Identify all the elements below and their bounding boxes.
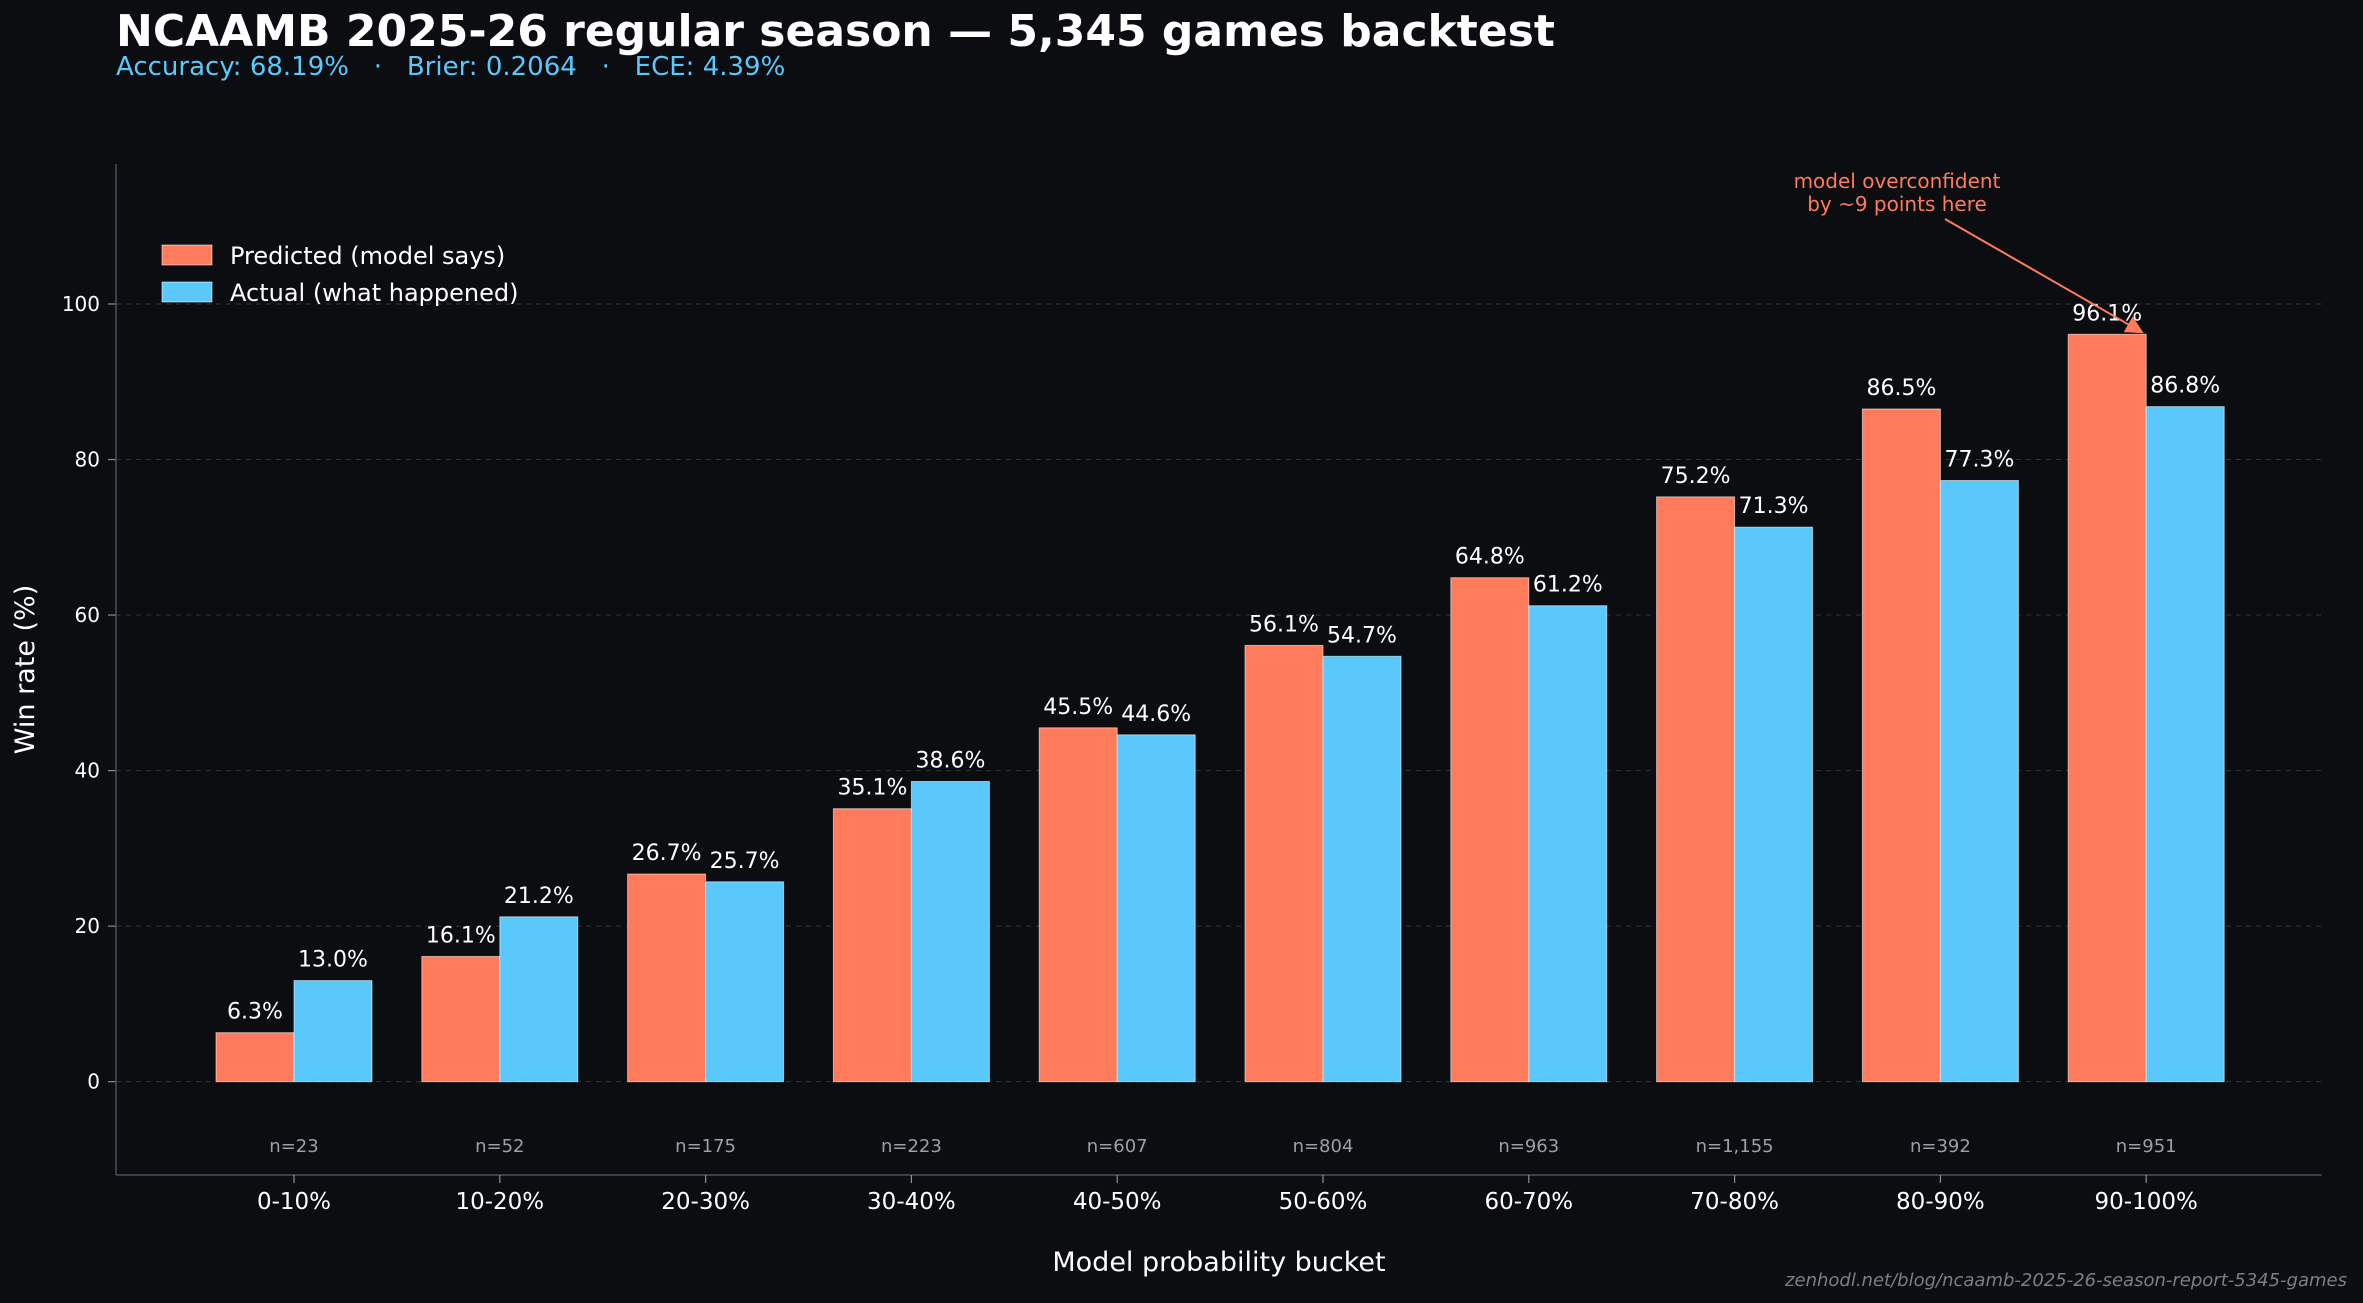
data-labels: 6.3% 16.1% 26.7% 35.1% 45.5% 56.1% 64.8% 75.2% 8… <box>227 301 2220 1157</box>
annotation-arrow <box>1944 218 2144 334</box>
source-url: zenhodl.net/blog/ncaamb-2025-26-season-r… <box>1785 1270 2347 1291</box>
predicted-value-label: 56.1% <box>1249 612 1319 637</box>
sample-size-label: n=52 <box>475 1136 524 1157</box>
x-tick-label: 70-80% <box>1690 1189 1779 1215</box>
actual-value-label: 54.7% <box>1327 623 1397 648</box>
sample-size-label: n=804 <box>1293 1136 1354 1157</box>
legend-actual-label: Actual (what happened) <box>230 279 519 307</box>
actual-bar <box>705 881 785 1083</box>
grid-lines <box>116 303 2322 1083</box>
actual-bar <box>2145 406 2225 1083</box>
predicted-bar <box>1038 727 1118 1083</box>
annotation-text: by ~9 points here <box>1807 192 1987 216</box>
x-tick-label: 10-20% <box>455 1189 544 1215</box>
legend-predicted-label: Predicted (model says) <box>230 242 505 270</box>
predicted-value-label: 64.8% <box>1455 545 1525 570</box>
predicted-bar <box>627 873 707 1083</box>
actual-value-label: 71.3% <box>1739 494 1809 519</box>
actual-bar <box>293 980 373 1083</box>
sample-size-label: n=175 <box>675 1136 736 1157</box>
predicted-bar <box>215 1032 295 1083</box>
sample-size-label: n=951 <box>2116 1136 2177 1157</box>
actual-bar <box>1322 655 1402 1083</box>
predicted-value-label: 26.7% <box>632 841 702 866</box>
sample-size-label: n=963 <box>1498 1136 1559 1157</box>
actual-bar <box>1939 480 2019 1083</box>
annotation-text: model overconfident <box>1794 169 2001 193</box>
x-tick-label: 30-40% <box>867 1189 956 1215</box>
predicted-value-label: 96.1% <box>2072 301 2142 326</box>
predicted-value-label: 75.2% <box>1661 464 1731 489</box>
predicted-bar <box>1656 496 1736 1083</box>
legend-predicted-swatch <box>161 244 213 266</box>
legend: Predicted (model says) Actual (what happe… <box>161 242 519 307</box>
axes: 0 20 40 60 80 100 0-10% 10-20% 20-30% 30-40% 40-50… <box>10 164 2322 1278</box>
predicted-bar <box>1861 408 1941 1083</box>
y-tick-label: 60 <box>75 603 100 627</box>
actual-value-label: 86.8% <box>2150 374 2220 399</box>
x-tick-label: 80-90% <box>1896 1189 1985 1215</box>
predicted-bar <box>2067 333 2147 1083</box>
actual-bar <box>499 916 579 1083</box>
predicted-value-label: 45.5% <box>1043 695 1113 720</box>
y-tick-label: 100 <box>62 292 100 316</box>
chart-title: NCAAMB 2025-26 regular season — 5,345 ga… <box>116 6 1555 57</box>
sample-size-label: n=23 <box>269 1136 318 1157</box>
x-tick-label: 0-10% <box>257 1189 331 1215</box>
predicted-value-label: 35.1% <box>837 776 907 801</box>
predicted-value-label: 16.1% <box>426 923 496 948</box>
actual-value-label: 61.2% <box>1533 573 1603 598</box>
predicted-bar <box>1450 577 1530 1083</box>
sample-size-label: n=392 <box>1910 1136 1971 1157</box>
predicted-value-label: 6.3% <box>227 1000 283 1025</box>
sample-size-label: n=1,155 <box>1696 1136 1774 1157</box>
actual-value-label: 38.6% <box>915 748 985 773</box>
actual-value-label: 44.6% <box>1121 702 1191 727</box>
sample-size-label: n=223 <box>881 1136 942 1157</box>
x-tick-label: 60-70% <box>1484 1189 1573 1215</box>
x-tick-label: 50-60% <box>1279 1189 1368 1215</box>
actual-bar <box>1116 734 1196 1083</box>
predicted-bar <box>421 955 501 1083</box>
actual-bar <box>1734 526 1814 1083</box>
actual-value-label: 25.7% <box>710 849 780 874</box>
y-axis-title: Win rate (%) <box>10 585 41 754</box>
legend-actual-swatch <box>161 281 213 303</box>
sample-size-label: n=607 <box>1087 1136 1148 1157</box>
bars <box>215 333 2225 1083</box>
x-tick-label: 20-30% <box>661 1189 750 1215</box>
predicted-bar <box>832 808 912 1083</box>
predicted-value-label: 86.5% <box>1866 376 1936 401</box>
actual-bar <box>910 780 990 1083</box>
y-tick-label: 20 <box>75 914 100 938</box>
predicted-bar <box>1244 644 1324 1083</box>
y-tick-label: 0 <box>87 1070 100 1094</box>
y-tick-label: 80 <box>75 448 100 472</box>
actual-bar <box>1528 605 1608 1083</box>
y-tick-label: 40 <box>75 759 100 783</box>
metrics-subtitle: Accuracy: 68.19% · Brier: 0.2064 · ECE: … <box>116 52 786 82</box>
x-axis-title: Model probability bucket <box>1052 1247 1385 1278</box>
actual-value-label: 13.0% <box>298 948 368 973</box>
actual-value-label: 77.3% <box>1944 448 2014 473</box>
actual-value-label: 21.2% <box>504 884 574 909</box>
x-tick-label: 90-100% <box>2095 1189 2198 1215</box>
x-tick-label: 40-50% <box>1073 1189 1162 1215</box>
